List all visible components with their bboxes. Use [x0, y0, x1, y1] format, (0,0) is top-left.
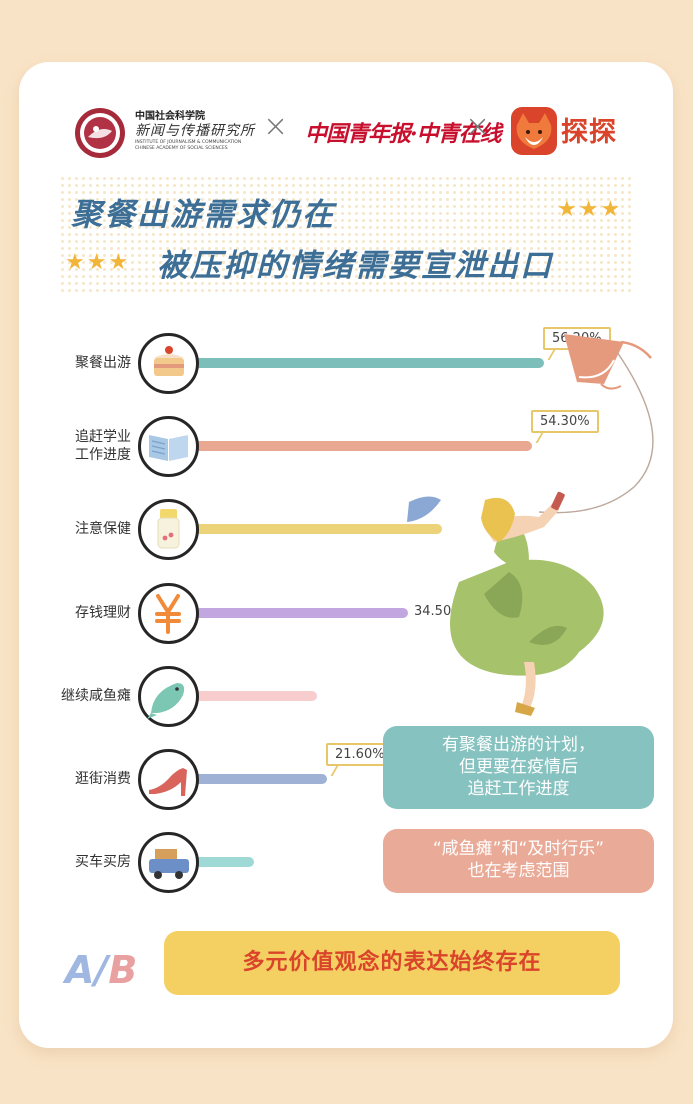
yuan-icon: [138, 583, 199, 644]
callout-tail: [330, 764, 340, 776]
kite-icon: [564, 334, 624, 384]
cass-en-line-2: CHINESE ACADEMY OF SOCIAL SCIENCES: [135, 146, 228, 151]
note-box-1: 有聚餐出游的计划， 但更要在疫情后 追赶工作进度: [383, 726, 654, 809]
category-label-line: 买车买房: [75, 854, 131, 870]
category-label: 聚餐出游: [41, 354, 131, 372]
category-label-line: 聚餐出游: [75, 355, 131, 371]
ab-logo-slash: /: [94, 948, 109, 992]
times-symbol-1: ×: [263, 109, 289, 144]
title-line-2: 被压抑的情绪需要宣泄出口: [157, 248, 553, 284]
note-box-2: “咸鱼瘫”和“及时行乐” 也在考虑范围: [383, 829, 654, 893]
category-label: 逛街消费: [41, 770, 131, 788]
title-line-1: 聚餐出游需求仍在: [71, 197, 335, 233]
tantan-brand-name: 探探: [561, 117, 617, 148]
cass-text-block: 中国社会科学院 新闻与传播研究所 INSTITUTE OF JOURNALISM…: [135, 110, 275, 152]
infographic-card: 中国社会科学院 新闻与传播研究所 INSTITUTE OF JOURNALISM…: [19, 62, 673, 1048]
category-label-line: 注意保健: [75, 521, 131, 537]
cass-institute-name: 新闻与传播研究所: [135, 123, 255, 139]
category-label: 买车买房: [41, 853, 131, 871]
category-label-line: 逛街消费: [75, 771, 131, 787]
cake-icon: [138, 333, 199, 394]
category-label-line: 追赶学业: [75, 429, 131, 445]
book-icon: [138, 416, 199, 477]
category-label-line: 继续咸鱼瘫: [61, 688, 131, 704]
ab-logo-a: A: [65, 948, 95, 992]
ab-logo-b: B: [108, 948, 138, 992]
bar: [191, 691, 317, 701]
category-label-line: 工作进度: [75, 447, 131, 463]
category-label-line: 存钱理财: [75, 605, 131, 621]
note-1-line-2: 但更要在疫情后: [459, 757, 578, 777]
stars-decoration-left: ★★★: [65, 250, 131, 275]
cass-en-line-1: INSTITUTE OF JOURNALISM & COMMUNICATION: [135, 140, 242, 145]
value-label: 54.30%: [540, 414, 590, 429]
ab-logo: A/B: [65, 948, 137, 992]
category-label: 继续咸鱼瘫: [41, 687, 131, 705]
tantan-fox-icon: [511, 107, 557, 155]
fish-icon: [138, 666, 199, 727]
bar: [191, 358, 544, 368]
value-callout: 21.60%: [326, 743, 394, 776]
bar: [191, 608, 408, 618]
value-callout: 54.30%: [531, 410, 599, 443]
conclusion-banner: 多元价值观念的表达始终存在: [164, 931, 620, 995]
times-symbol-2: ×: [465, 109, 491, 144]
bar: [191, 774, 327, 784]
stars-decoration-right: ★★★: [557, 197, 623, 222]
category-label: 注意保健: [41, 520, 131, 538]
high-heel-icon: [138, 749, 199, 810]
category-label: 存钱理财: [41, 604, 131, 622]
note-1-line-1: 有聚餐出游的计划，: [442, 735, 595, 755]
bar: [191, 524, 442, 534]
title-dotted-band: [59, 175, 635, 295]
value-label: 21.60%: [335, 747, 385, 762]
cass-cn-name: 中国社会科学院: [135, 111, 205, 122]
truck-icon: [138, 832, 199, 893]
category-label: 追赶学业 工作进度: [41, 428, 131, 464]
note-1-line-3: 追赶工作进度: [467, 779, 570, 799]
hat-icon: [407, 496, 441, 522]
girl-with-kite-illustration: [407, 334, 654, 716]
logo-row: 中国社会科学院 新闻与传播研究所 INSTITUTE OF JOURNALISM…: [19, 62, 673, 202]
cass-emblem-logo: [75, 108, 125, 158]
note-2-line-2: 也在考虑范围: [467, 861, 570, 881]
cyd-logo-text: 中国青年报·中青在线: [305, 121, 502, 147]
bar: [191, 441, 532, 451]
medicine-bottle-icon: [138, 499, 199, 560]
bar: [191, 857, 254, 867]
note-2-line-1: “咸鱼瘫”和“及时行乐”: [432, 839, 605, 859]
